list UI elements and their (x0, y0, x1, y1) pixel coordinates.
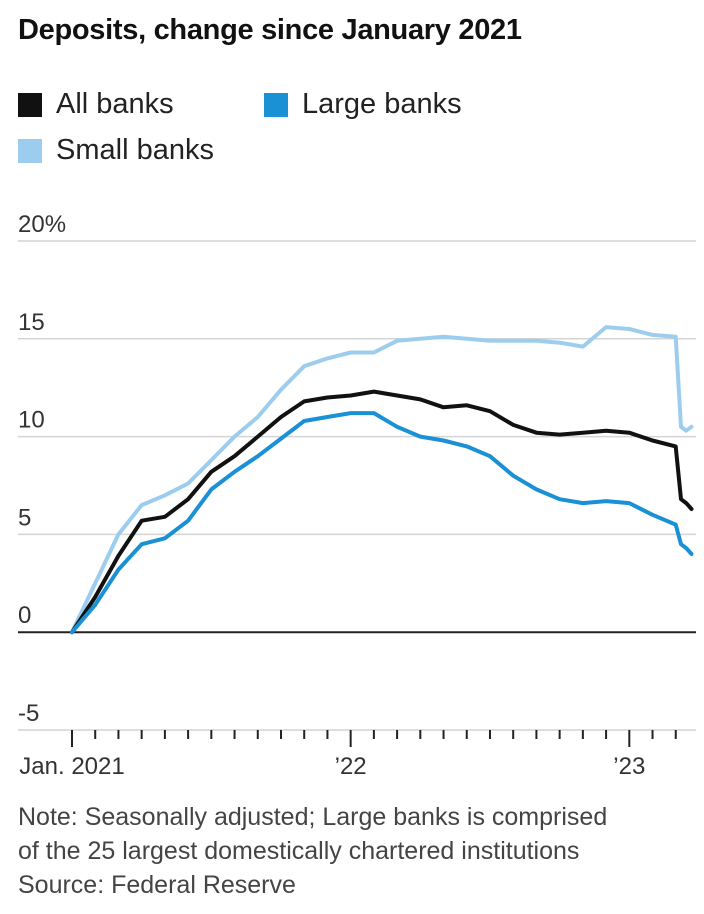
y-tick-label: 10 (18, 407, 45, 434)
legend-swatch-small-banks (18, 138, 42, 163)
legend-item-small-banks: Small banks (18, 134, 214, 167)
chart-title: Deposits, change since January 2021 (18, 14, 522, 46)
legend-swatch-all-banks (18, 92, 42, 117)
note-line-1: Note: Seasonally adjusted; Large banks i… (18, 803, 608, 831)
legend-label-large-banks: Large banks (302, 88, 462, 120)
y-tick-label: -5 (18, 700, 39, 727)
x-tick-label: ’23 (613, 753, 645, 780)
y-tick-label: 15 (18, 309, 45, 336)
x-axis: Jan. 2021 ’22 ’23 (19, 730, 677, 780)
legend-label-all-banks: All banks (56, 88, 174, 120)
series-line-small-banks (70, 325, 694, 635)
y-tick-label: 20% (18, 211, 66, 238)
y-tick-label: 0 (18, 602, 31, 629)
series-lines (70, 325, 694, 635)
gridlines (18, 240, 696, 731)
line-chart: 20% 15 10 5 0 -5 Jan. 2021 ’22 ’23 (18, 211, 696, 780)
legend-label-small-banks: Small banks (56, 134, 214, 166)
series-line-all-banks (70, 389, 694, 635)
x-tick-label: Jan. 2021 (19, 753, 124, 780)
legend-item-large-banks: Large banks (264, 88, 462, 121)
chart-note: Note: Seasonally adjusted; Large banks i… (18, 800, 698, 902)
source-line: Source: Federal Reserve (18, 871, 296, 899)
legend-item-all-banks: All banks (18, 88, 174, 121)
note-line-2: of the 25 largest domestically chartered… (18, 837, 580, 865)
x-tick-label: ’22 (335, 753, 367, 780)
y-axis-tick-labels: 20% 15 10 5 0 -5 (18, 211, 66, 727)
y-tick-label: 5 (18, 504, 31, 531)
legend-swatch-large-banks (264, 92, 288, 117)
series-line-large-banks (70, 411, 694, 635)
